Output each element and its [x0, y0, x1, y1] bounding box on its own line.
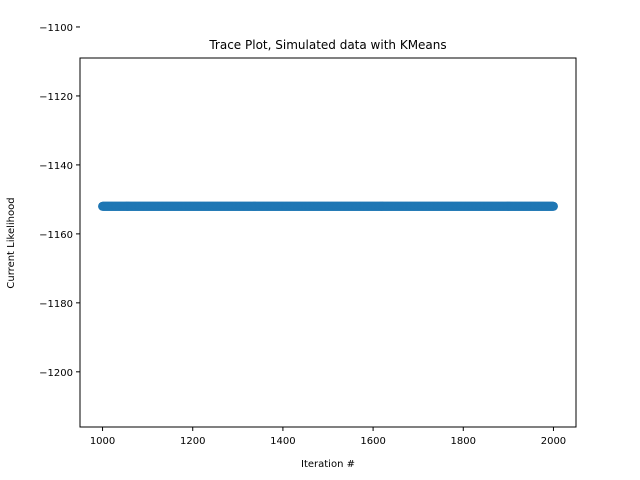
axes-frame [79, 57, 577, 428]
y-tick-label: −1180 [39, 299, 73, 310]
x-tick-label: 1800 [451, 436, 476, 447]
y-axis-ticks: −1100 −1120 −1140 −1160 −1180 −1200 [39, 23, 80, 379]
x-tick-label: 1200 [180, 436, 205, 447]
x-tick-label: 1400 [270, 436, 295, 447]
x-tick-label: 1000 [90, 436, 115, 447]
x-axis-label: Iteration # [301, 459, 355, 470]
y-tick-label: −1140 [39, 161, 73, 172]
x-tick-label: 2000 [541, 436, 566, 447]
y-tick-label: −1160 [39, 230, 73, 241]
chart-title: Trace Plot, Simulated data with KMeans [208, 38, 446, 52]
data-point [548, 201, 558, 211]
y-tick-label: −1120 [39, 92, 73, 103]
plot-area [98, 201, 558, 211]
x-tick-label: 1600 [360, 436, 385, 447]
y-axis-label: Current Likelihood [6, 197, 17, 288]
y-tick-label: −1200 [39, 368, 73, 379]
x-axis-ticks: 1000 1200 1400 1600 1800 2000 [90, 427, 566, 447]
y-tick-label: −1100 [39, 23, 73, 34]
